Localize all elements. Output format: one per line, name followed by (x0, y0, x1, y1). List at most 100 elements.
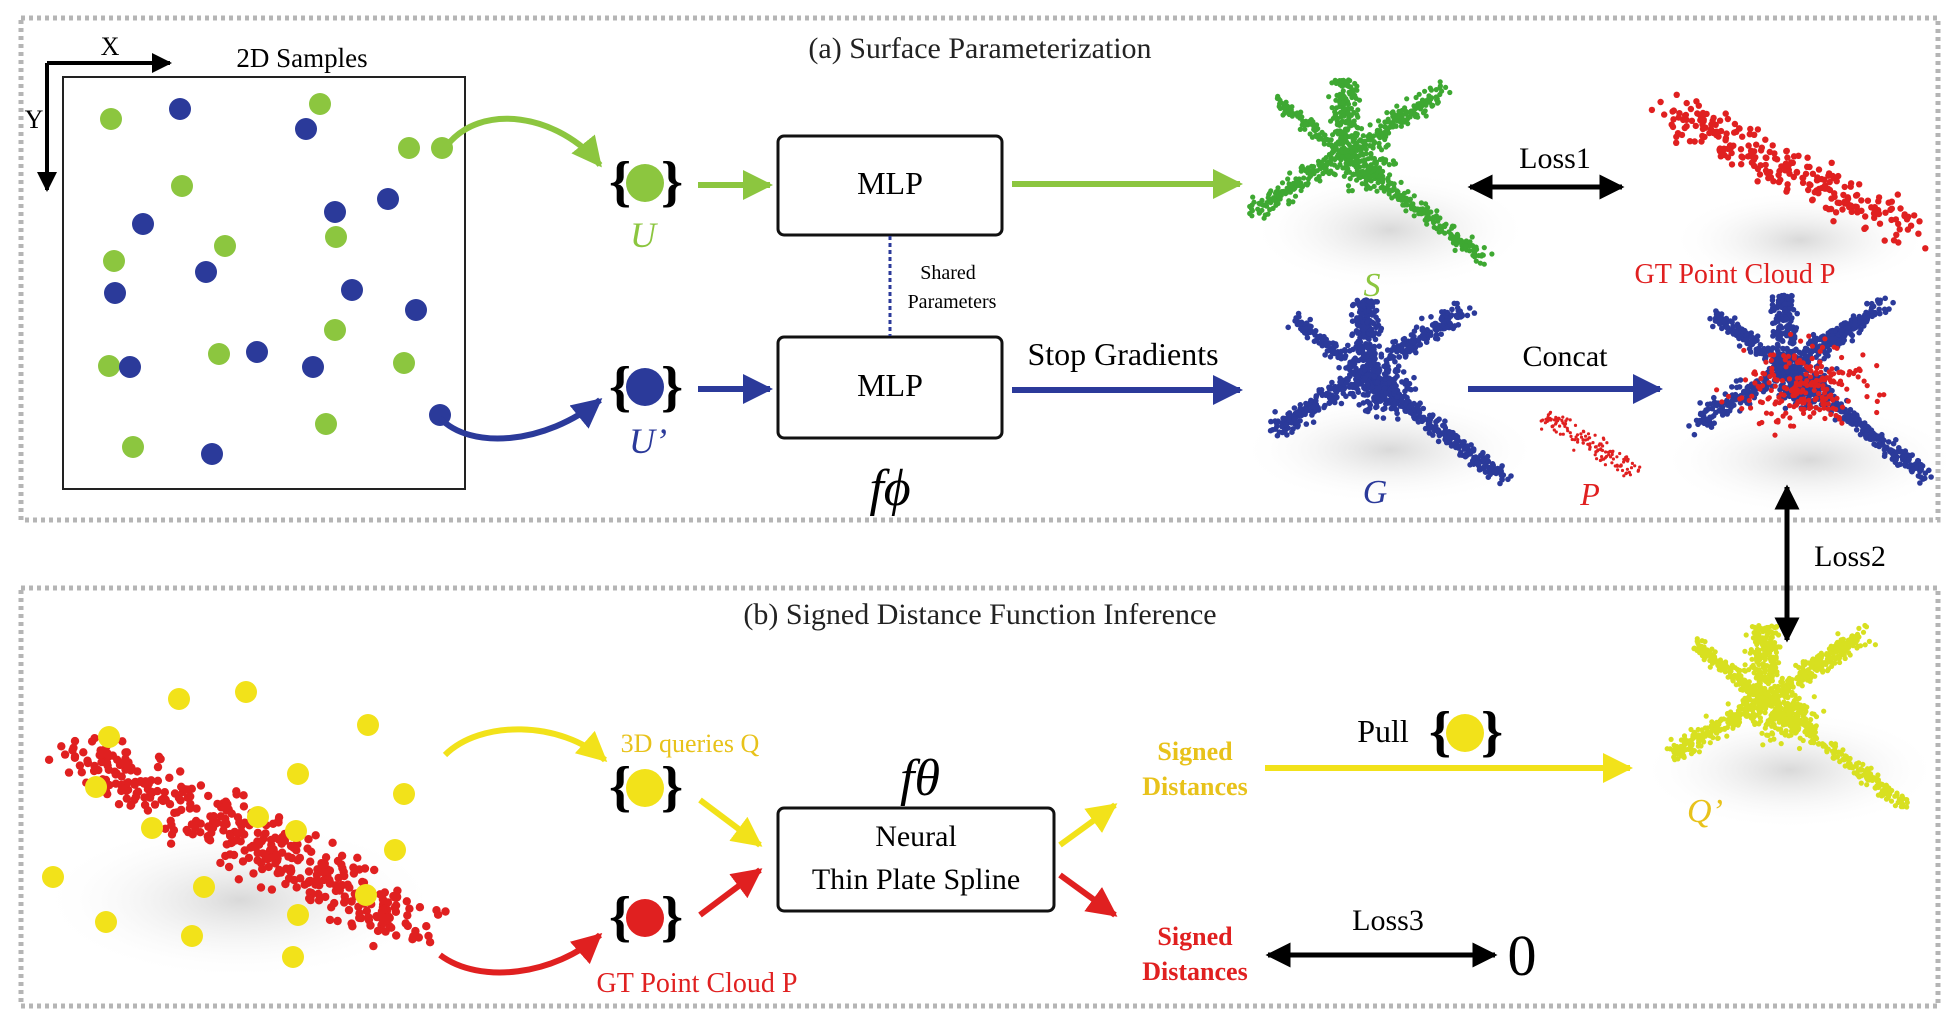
cloud-point-red (1820, 401, 1826, 407)
cloud-point-blue (1376, 343, 1382, 350)
cloud-point-green (1480, 252, 1486, 258)
cloud-point-blue (1868, 307, 1874, 314)
cloud-point-red (229, 850, 239, 860)
cloud-point-blue (1362, 408, 1369, 414)
cloud-point-green (1469, 234, 1475, 240)
cloud-point-blue (1442, 418, 1448, 425)
cloud-point-red (334, 873, 343, 883)
cloud-point-red (1738, 153, 1745, 160)
cloud-point-blue (1332, 399, 1338, 406)
cloud-point-red (347, 897, 356, 906)
cloud-point-red (1561, 432, 1565, 436)
cloud-point-red (206, 812, 215, 821)
cloud-point-red (1628, 473, 1632, 477)
cloud-point-red (284, 852, 293, 861)
cloud-point-red (1806, 397, 1812, 403)
cloud-point-blue (1348, 312, 1355, 318)
cloud-point-blue (1428, 332, 1434, 339)
cloud-point-blue (1307, 329, 1313, 336)
cloud-point-red (1840, 191, 1847, 199)
cloud-point-yellow (1760, 742, 1766, 748)
cloud-point-red (1780, 163, 1787, 170)
cloud-point-red (1860, 352, 1866, 358)
cloud-point-blue (1360, 354, 1367, 360)
cloud-point-green (1405, 114, 1411, 120)
cloud-point-green (1280, 188, 1286, 194)
sample-dot-blue (295, 118, 317, 140)
cloud-point-blue (1338, 348, 1344, 355)
cloud-point-red (1896, 226, 1903, 233)
cloud-point-green (1423, 201, 1429, 207)
cloud-point-red (60, 750, 70, 759)
cloud-point-yellow (1858, 780, 1864, 786)
f-theta-label: fθ (900, 750, 940, 807)
cloud-point-red (1688, 117, 1696, 125)
cloud-point-red (1747, 125, 1754, 133)
cloud-point-red (239, 802, 249, 811)
sample-dot-blue (246, 341, 268, 363)
cloud-point-red (1763, 410, 1770, 416)
cloud-point-blue (1374, 403, 1380, 410)
cloud-point-green (1247, 203, 1253, 210)
cloud-point-blue (1447, 321, 1454, 328)
cloud-point-blue (1360, 319, 1366, 325)
f-phi-label: fϕ (869, 460, 910, 517)
cloud-point-red (1786, 360, 1792, 366)
cloud-point-red (161, 796, 170, 805)
cloud-point-green (1311, 164, 1317, 170)
cloud-point-blue (1308, 397, 1314, 404)
cloud-point-red (1769, 142, 1776, 149)
cloud-point-green (1334, 118, 1340, 124)
cloud-point-green (1462, 243, 1469, 249)
sample-dot-blue (169, 98, 191, 120)
cloud-point-red (1673, 91, 1680, 99)
cloud-point-red (292, 846, 301, 855)
cloud-point-green (1423, 99, 1429, 105)
cloud-point-blue (1296, 410, 1303, 416)
cloud-point-red (1622, 474, 1626, 478)
cloud-point-blue (1355, 330, 1361, 336)
cloud-point-red (1579, 432, 1583, 436)
cloud-point-red (1625, 455, 1629, 459)
cloud-point-yellow (1709, 646, 1715, 652)
cloud-point-green (1337, 141, 1343, 147)
cloud-point-red (1763, 154, 1770, 162)
cloud-point-green (1394, 103, 1400, 109)
cloud-point-blue (1399, 398, 1405, 405)
cloud-point-blue (1434, 327, 1440, 333)
cloud-point-red (1904, 226, 1912, 233)
cloud-point-red (1809, 343, 1815, 349)
cloud-point-green (1481, 245, 1487, 251)
cloud-point-green (1288, 107, 1294, 113)
cloud-point-green (1282, 109, 1288, 115)
cloud-point-red (1728, 161, 1736, 168)
cloud-point-green (1250, 194, 1256, 200)
cloud-point-blue (1737, 377, 1744, 383)
cloud-point-red (1807, 181, 1814, 189)
cloud-point-red (1784, 181, 1791, 188)
cloud-point-red (422, 922, 431, 931)
cloud-point-red (1611, 457, 1615, 461)
cloud-point-red (1816, 390, 1822, 397)
cloud-point-green (1403, 208, 1409, 214)
cloud-point-green (1339, 118, 1345, 124)
cloud-point-blue (1359, 311, 1365, 317)
yellow-curve-arrow (442, 726, 608, 763)
cloud-point-red (1588, 447, 1592, 451)
cloud-point-green (1354, 140, 1360, 146)
cloud-point-blue (1289, 429, 1295, 436)
cloud-point-blue (1350, 346, 1356, 353)
cloud-point-red (70, 736, 80, 746)
cloud-point-green (1416, 91, 1422, 97)
cloud-point-green (1297, 126, 1303, 132)
cloud-point-green (1354, 177, 1360, 183)
cloud-point-green (1353, 164, 1359, 170)
cloud-point-red (1759, 419, 1765, 426)
cloud-point-blue (1498, 472, 1505, 478)
cloud-point-red (1636, 468, 1641, 472)
cloud-point-blue (1711, 420, 1717, 427)
cloud-point-blue (1922, 470, 1929, 477)
cloud-point-green (1277, 196, 1283, 202)
cloud-point-red (1784, 185, 1791, 193)
